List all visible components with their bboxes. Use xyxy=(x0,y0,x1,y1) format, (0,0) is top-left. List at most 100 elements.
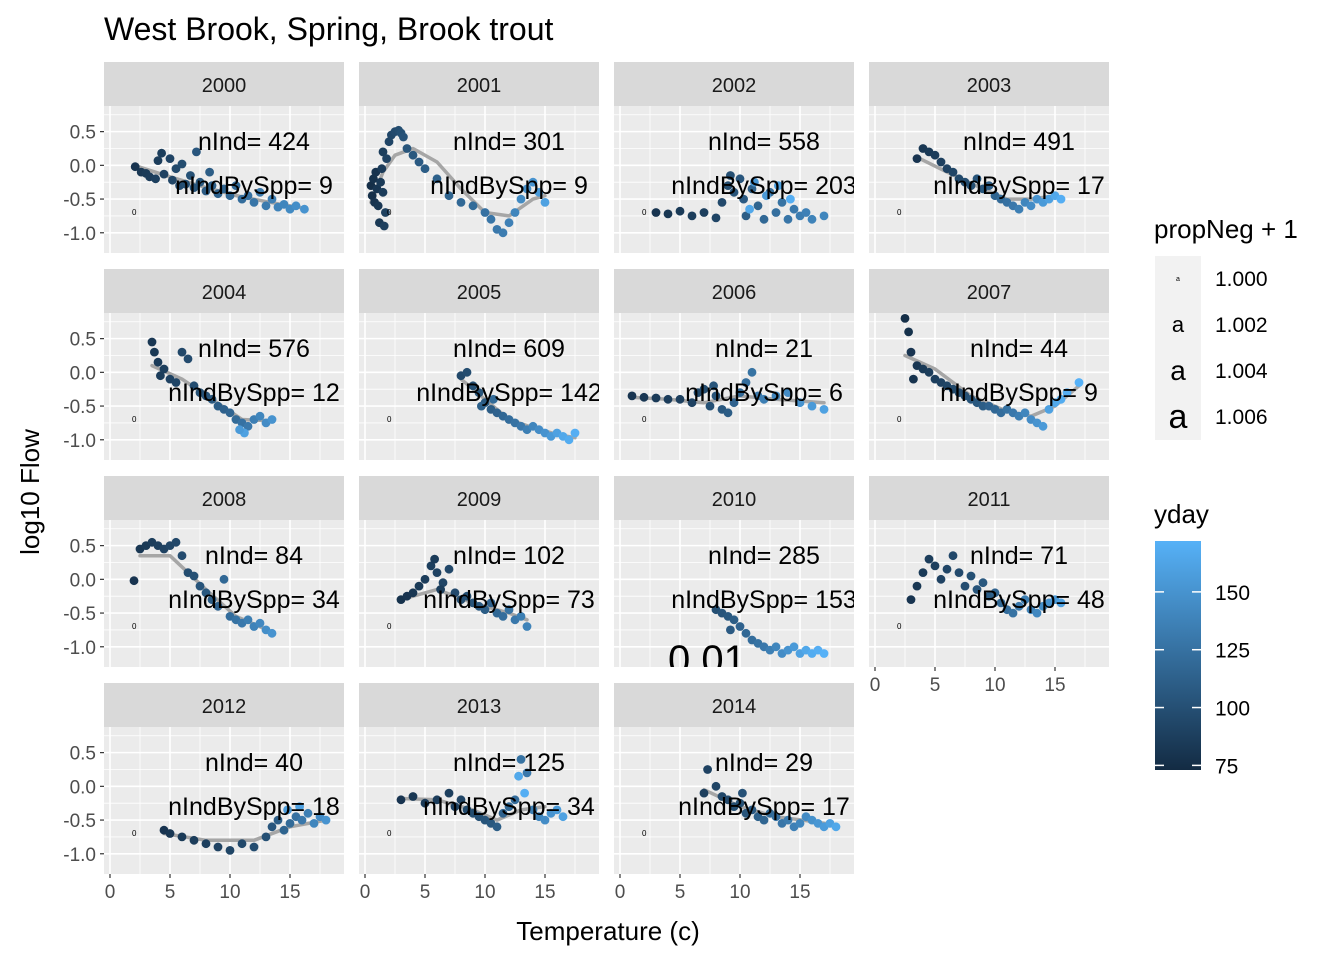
facet-strip-label: 2008 xyxy=(202,489,247,511)
data-point xyxy=(489,394,498,404)
y-axis-title: log10 Flow xyxy=(15,429,45,555)
panel-content: 0 nInd= 424 nIndBySpp= 9 xyxy=(130,128,333,217)
size-legend-glyph: a xyxy=(1170,355,1186,386)
data-point xyxy=(468,201,478,211)
data-point xyxy=(420,164,430,174)
data-point xyxy=(297,815,307,825)
y-tick-label: 0.5 xyxy=(70,123,96,144)
y-tick-label: -1.0 xyxy=(63,224,96,245)
facet-strip xyxy=(614,683,854,727)
nind-annotation: nInd= 576 xyxy=(198,335,310,363)
facet-panel-2012: 2012 0.5 0.0 -0.5 -1.0 0 5 10 15 0 nInd= 40 nIndByS… xyxy=(63,683,344,903)
size-legend-glyph: a xyxy=(1176,276,1180,283)
data-point xyxy=(486,598,496,608)
data-point xyxy=(477,401,486,411)
data-point xyxy=(408,150,418,160)
data-point xyxy=(201,839,211,849)
data-point xyxy=(147,337,157,347)
data-point xyxy=(156,371,165,381)
data-point xyxy=(213,601,223,611)
size-legend-title: propNeg + 1 xyxy=(1154,214,1298,244)
data-point xyxy=(377,164,387,174)
data-point xyxy=(382,154,391,164)
nindbyspp-annotation: nIndBySpp= 203 xyxy=(671,172,857,200)
facet-strip xyxy=(104,476,344,520)
propneg-label: 0 xyxy=(132,622,137,631)
propneg-label: 0 xyxy=(387,622,392,631)
x-tick-label: 10 xyxy=(984,675,1005,696)
panel-background xyxy=(104,106,344,253)
nind-annotation: nInd= 40 xyxy=(205,749,303,777)
data-point xyxy=(1014,204,1024,214)
x-tick-label: 15 xyxy=(789,882,810,903)
nind-annotation: nInd= 29 xyxy=(715,749,813,777)
facet-strip-label: 2004 xyxy=(202,282,247,304)
data-point xyxy=(243,191,253,201)
color-legend-label: 150 xyxy=(1215,582,1250,605)
data-point xyxy=(912,154,922,164)
size-legend-label: 1.000 xyxy=(1215,268,1268,291)
x-tick-label: 15 xyxy=(279,882,300,903)
data-point xyxy=(432,795,442,805)
x-tick-label: 10 xyxy=(729,882,750,903)
y-tick-label: 0.0 xyxy=(70,363,96,384)
data-point xyxy=(201,186,211,196)
nind-annotation: nInd= 609 xyxy=(453,335,565,363)
data-point xyxy=(960,581,970,591)
data-point xyxy=(151,174,161,184)
data-point xyxy=(444,191,454,201)
data-point xyxy=(639,392,649,402)
data-point xyxy=(486,214,496,224)
size-legend-key xyxy=(1155,302,1201,348)
size-legend-label: 1.006 xyxy=(1215,406,1268,429)
data-point xyxy=(735,174,745,184)
facet-strip-label: 2010 xyxy=(712,489,757,511)
data-point xyxy=(705,401,715,411)
data-point xyxy=(789,204,799,214)
data-point xyxy=(651,208,661,217)
panel-content: 0 nInd= 44 nIndBySpp= 9 xyxy=(897,314,1098,431)
data-point xyxy=(972,174,982,184)
x-tick-label: 0 xyxy=(870,675,881,696)
facet-strip xyxy=(869,476,1109,520)
data-point xyxy=(168,175,177,185)
panel-content: 0 nInd= 609 nIndBySpp= 142 xyxy=(387,335,602,445)
panel-background xyxy=(614,106,854,253)
data-point xyxy=(745,204,754,214)
nindbyspp-annotation: nIndBySpp= 142 xyxy=(416,379,602,407)
nind-annotation: nInd= 44 xyxy=(970,335,1068,363)
data-point xyxy=(480,605,490,615)
data-point xyxy=(207,181,217,191)
data-point xyxy=(1032,608,1042,618)
panel-grid xyxy=(104,106,344,253)
x-tick-label: 0 xyxy=(615,882,626,903)
propneg-label: 0 xyxy=(897,415,902,424)
data-point xyxy=(420,574,430,584)
data-point xyxy=(771,208,781,217)
data-point xyxy=(711,781,721,791)
data-point xyxy=(414,581,424,591)
panel-content: 0 nInd= 301 nIndBySpp= 9 xyxy=(366,125,588,238)
data-point xyxy=(207,394,217,404)
nindbyspp-annotation: nIndBySpp= 17 xyxy=(678,793,850,821)
x-tick-label: 0 xyxy=(360,882,371,903)
data-point xyxy=(408,792,418,801)
nindbyspp-annotation: nIndBySpp= 73 xyxy=(423,586,595,614)
data-point xyxy=(762,191,771,201)
panel-background xyxy=(869,313,1109,460)
facet-strip-label: 2002 xyxy=(712,75,757,97)
data-point xyxy=(966,181,976,191)
x-tick-label: 5 xyxy=(420,882,431,903)
data-point xyxy=(552,805,562,815)
data-point xyxy=(747,184,757,194)
facet-strip-label: 2006 xyxy=(712,282,757,304)
data-point xyxy=(189,183,199,193)
data-point xyxy=(978,578,988,588)
data-point xyxy=(1008,608,1018,618)
panel-grid xyxy=(869,106,1109,253)
data-point xyxy=(498,228,508,238)
y-tick-label: -0.5 xyxy=(63,397,96,418)
propneg-label: 0 xyxy=(387,829,392,838)
data-point xyxy=(747,367,757,377)
